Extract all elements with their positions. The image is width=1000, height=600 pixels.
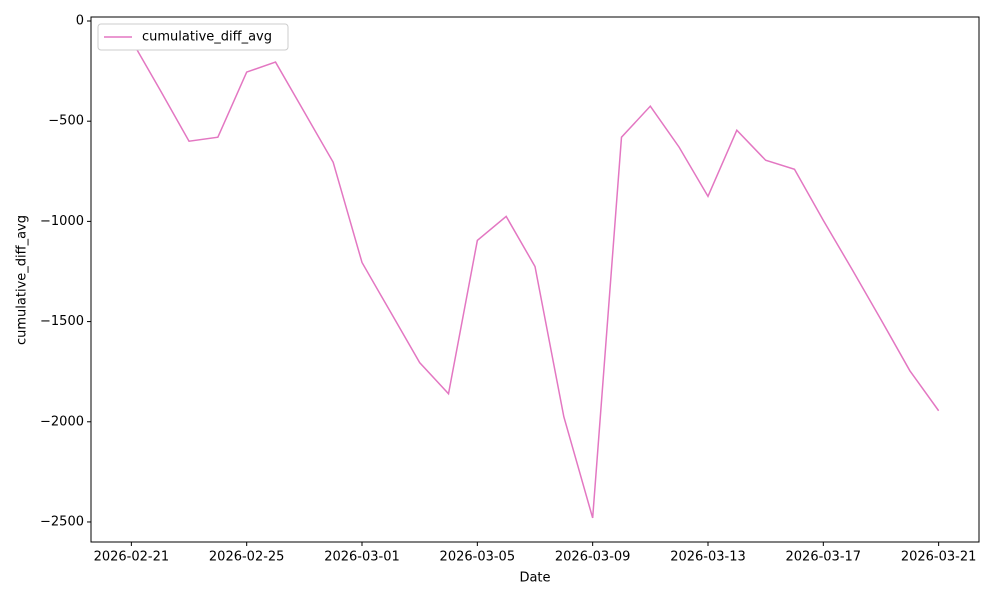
y-axis-label: cumulative_diff_avg [15,215,30,345]
x-tick-label: 2026-03-09 [555,550,631,565]
y-tick-label: 0 [76,14,84,29]
y-tick-label: −2500 [40,514,84,529]
plot-frame [90,16,980,543]
x-tick-label: 2026-02-21 [94,550,170,565]
legend-label: cumulative_diff_avg [142,30,272,45]
y-tick-label: −1000 [40,214,84,229]
legend-box [97,23,289,51]
y-tick-label: −1500 [40,314,84,329]
data-line [130,39,940,519]
y-tick-label: −2000 [40,414,84,429]
x-tick-label: 2026-03-05 [440,550,516,565]
y-tick-label: −500 [48,114,84,129]
x-tick-label: 2026-03-13 [670,550,746,565]
x-tick-label: 2026-03-01 [324,550,400,565]
x-tick-label: 2026-03-17 [786,550,862,565]
x-tick-label: 2026-02-25 [209,550,285,565]
x-axis-label: Date [519,571,550,586]
x-tick-label: 2026-03-21 [901,550,977,565]
